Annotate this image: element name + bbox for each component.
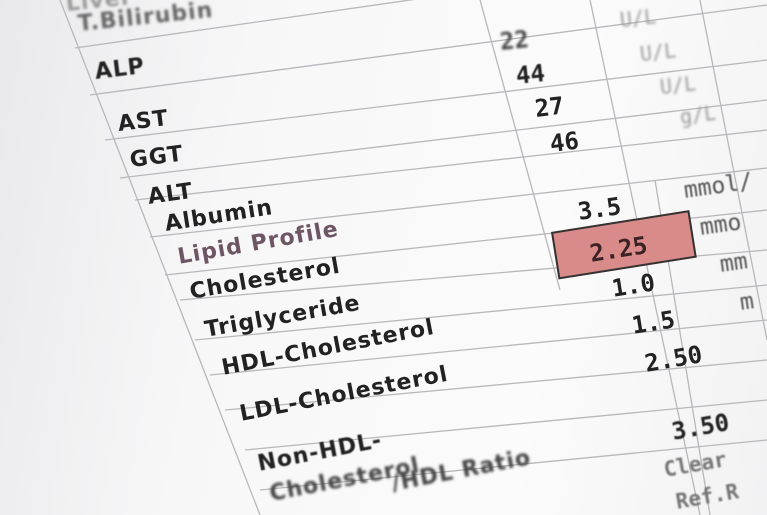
- value-albumin: 3.5: [576, 192, 623, 226]
- unit-3: U/L: [658, 71, 698, 99]
- value-22: 22: [498, 25, 531, 56]
- unit-2: U/L: [638, 38, 678, 66]
- value-46: 46: [548, 126, 581, 158]
- value-27: 27: [533, 91, 566, 123]
- unit-1: U/L: [618, 4, 658, 32]
- unit-4: g/L: [678, 100, 718, 129]
- unit-7: mm: [718, 248, 750, 278]
- value-44: 44: [514, 59, 547, 90]
